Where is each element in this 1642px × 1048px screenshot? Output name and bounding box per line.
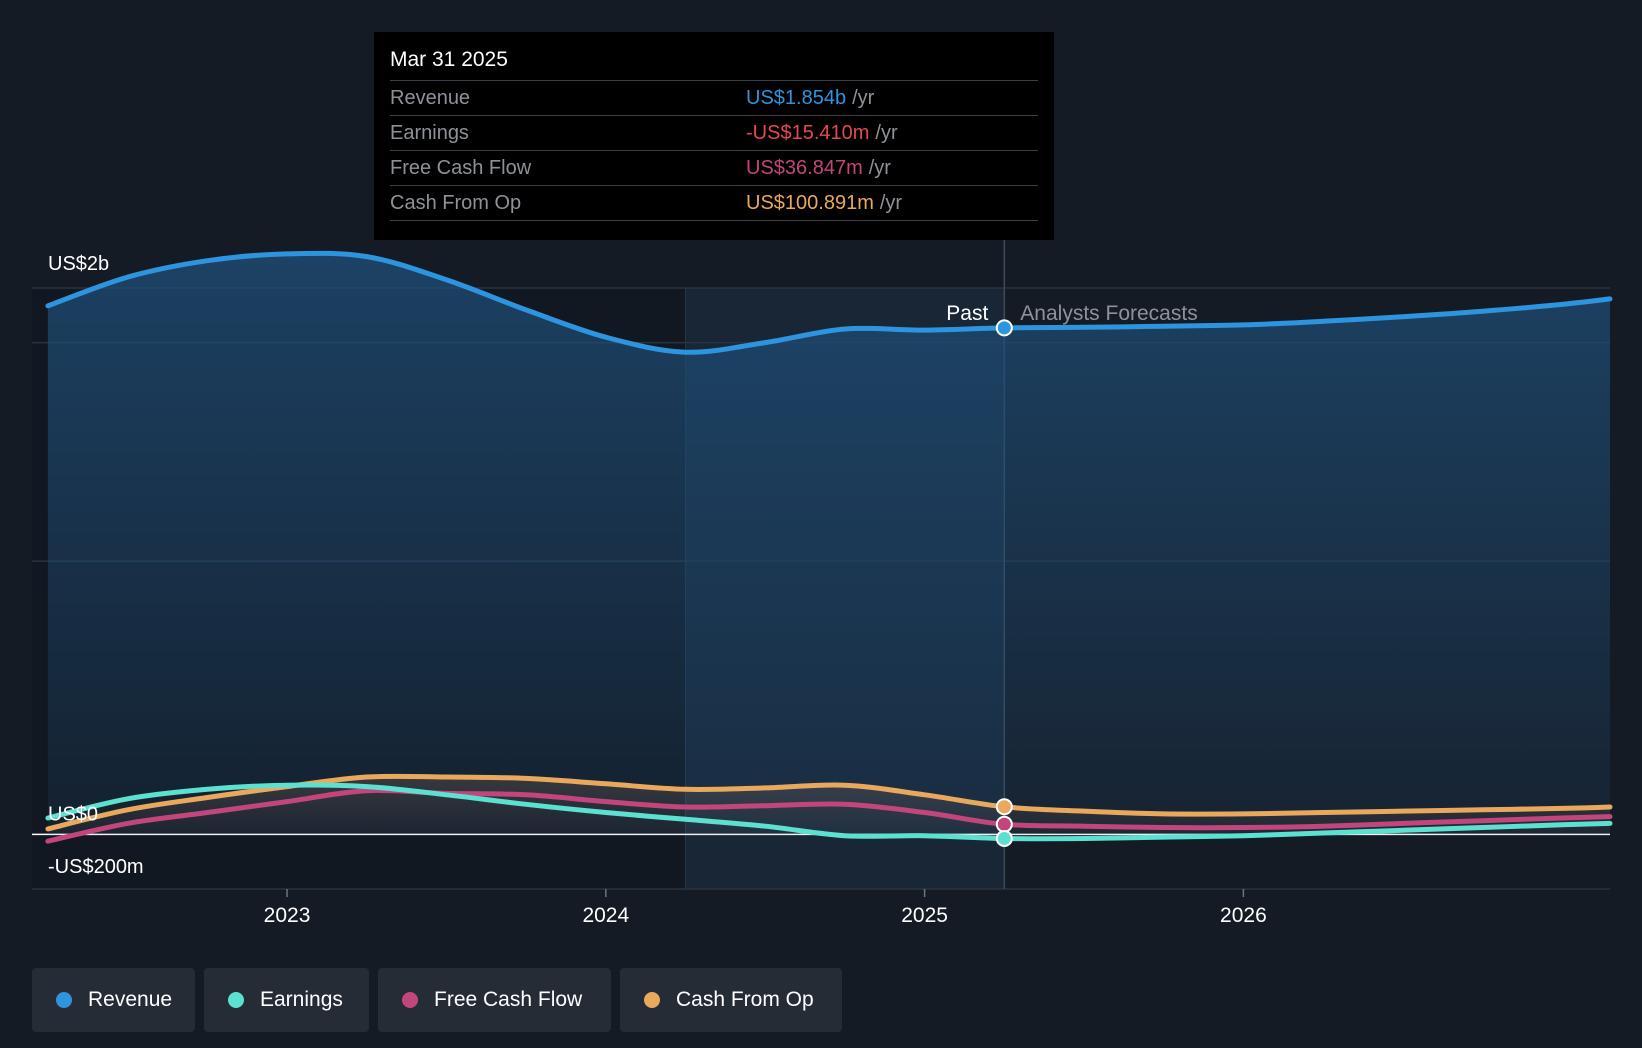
free-cash-flow-marker [995, 815, 1013, 833]
legend-label: Revenue [88, 988, 173, 1011]
y-axis-label: US$0 [48, 803, 98, 825]
x-axis-label: 2023 [264, 904, 311, 927]
revenue-marker [995, 319, 1013, 337]
y-axis-label: US$2b [48, 253, 109, 275]
tooltip-label: Earnings [390, 122, 469, 144]
legend-item-earnings[interactable]: Earnings [204, 968, 369, 1032]
earnings-line [45, 782, 1613, 842]
tooltip-number: -US$15.410m [746, 122, 870, 144]
x-axis-label: 2024 [582, 904, 629, 927]
tooltip-row-earnings: Earnings -US$15.410m/yr [390, 115, 1038, 150]
legend-item-cash-from-op[interactable]: Cash From Op [620, 968, 842, 1032]
legend-item-free-cash-flow[interactable]: Free Cash Flow [378, 968, 611, 1032]
tooltip-number: US$1.854b [746, 87, 847, 109]
tooltip-row-free-cash-flow: Free Cash Flow US$36.847m/yr [390, 150, 1038, 185]
past-label: Past [946, 302, 988, 325]
x-axis-label: 2025 [901, 904, 948, 927]
tooltip-label: Free Cash Flow [390, 157, 532, 179]
forecast-label: Analysts Forecasts [1020, 302, 1197, 325]
tooltip: Mar 31 2025 Revenue US$1.854b/yr Earning… [374, 32, 1054, 240]
legend-label: Free Cash Flow [434, 988, 583, 1011]
y-axis-label: -US$200m [48, 856, 144, 878]
tooltip-number: US$100.891m [746, 192, 874, 214]
tooltip-unit: /yr [879, 192, 903, 214]
legend-dot-icon [56, 992, 72, 1008]
x-axis-label: 2026 [1220, 904, 1267, 927]
tooltip-value: US$100.891m/yr [746, 186, 902, 220]
tooltip-date: Mar 31 2025 [390, 48, 508, 71]
legend-dot-icon [644, 992, 660, 1008]
tooltip-value: US$1.854b/yr [746, 81, 874, 115]
legend-item-revenue[interactable]: Revenue [32, 968, 195, 1032]
legend-label: Earnings [260, 988, 343, 1011]
free-cash-flow-line [45, 787, 1613, 844]
revenue-area [47, 253, 1610, 835]
earnings-marker [995, 829, 1013, 847]
tooltip-unit: /yr [852, 87, 875, 109]
tooltip-number: US$36.847m [746, 157, 863, 179]
tooltip-row-revenue: Revenue US$1.854b/yr [390, 80, 1038, 115]
legend-label: Cash From Op [676, 988, 814, 1011]
tooltip-row-cash-from-op: Cash From Op US$100.891m/yr [390, 185, 1038, 221]
revenue-line [45, 250, 1613, 355]
tooltip-unit: /yr [868, 157, 891, 179]
cash-from-op-marker [995, 798, 1013, 816]
legend-dot-icon [228, 992, 244, 1008]
tooltip-value: -US$15.410m/yr [746, 116, 898, 150]
tooltip-unit: /yr [875, 122, 898, 144]
tooltip-label: Revenue [390, 87, 471, 109]
tooltip-label: Cash From Op [390, 192, 522, 214]
tooltip-value: US$36.847m/yr [746, 151, 891, 185]
legend-dot-icon [402, 992, 418, 1008]
